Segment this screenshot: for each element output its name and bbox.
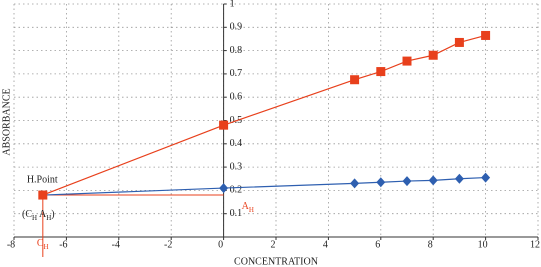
h-point-coordinates-part: (C xyxy=(22,209,32,220)
square-marker xyxy=(428,50,438,60)
square-marker xyxy=(219,120,229,130)
y-tick-label: 0.7 xyxy=(230,68,243,79)
series-line xyxy=(42,34,486,196)
a-h-label-part: H xyxy=(249,206,254,214)
x-tick-label: -4 xyxy=(112,239,120,250)
series-line xyxy=(42,176,486,196)
diamond-marker xyxy=(428,175,438,186)
diamond-marker xyxy=(219,183,229,194)
h-point-label: H.Point xyxy=(27,174,58,185)
diamond-marker xyxy=(350,178,360,189)
x-tick-label: -6 xyxy=(59,239,67,250)
diamond-marker xyxy=(376,177,386,188)
h-point-coordinates-part: H xyxy=(32,214,37,222)
y-tick-label: 0.4 xyxy=(230,138,243,149)
x-axis-label: CONCENTRATION xyxy=(234,256,318,267)
x-tick-label: 2 xyxy=(271,239,276,250)
diamond-marker xyxy=(454,173,464,184)
c-h-label-part: C xyxy=(37,238,44,249)
y-tick-label: 1 xyxy=(230,0,235,9)
y-tick-label: 0.2 xyxy=(230,185,243,196)
y-tick-label: 0.1 xyxy=(230,208,243,219)
y-tick-label: 0.6 xyxy=(230,91,243,102)
y-tick-label: 0.3 xyxy=(230,161,243,172)
x-tick-label: 4 xyxy=(323,239,328,250)
x-tick-label: -8 xyxy=(7,239,15,250)
x-tick-label: 6 xyxy=(375,239,380,250)
square-marker xyxy=(350,75,360,85)
a-h-label: AH xyxy=(242,201,254,213)
x-tick-label: -2 xyxy=(164,239,172,250)
x-tick-label: 8 xyxy=(428,239,433,250)
c-h-label-part: H xyxy=(43,243,48,251)
h-point-coordinates: (CH AH) xyxy=(22,209,55,221)
h-point-coordinates-part: ) xyxy=(51,209,54,220)
x-tick-label: 0 xyxy=(218,239,223,250)
diamond-marker xyxy=(402,176,412,187)
h-point-marker xyxy=(38,190,48,200)
square-marker xyxy=(481,30,491,40)
square-marker xyxy=(454,37,464,47)
square-marker xyxy=(376,67,386,77)
h-point-coordinates-part: A xyxy=(37,209,47,220)
h-point-coordinates-part: H xyxy=(46,214,51,222)
square-marker xyxy=(402,56,412,66)
a-h-label-part: A xyxy=(242,201,250,212)
y-tick-label: 0.8 xyxy=(230,45,243,56)
x-tick-label: 10 xyxy=(478,239,488,250)
c-h-label: CH xyxy=(37,238,49,250)
y-tick-label: 0.9 xyxy=(230,22,243,33)
y-axis-label: ABSORBANCE xyxy=(1,88,12,155)
x-tick-label: 12 xyxy=(530,239,540,250)
diamond-marker xyxy=(481,172,491,183)
